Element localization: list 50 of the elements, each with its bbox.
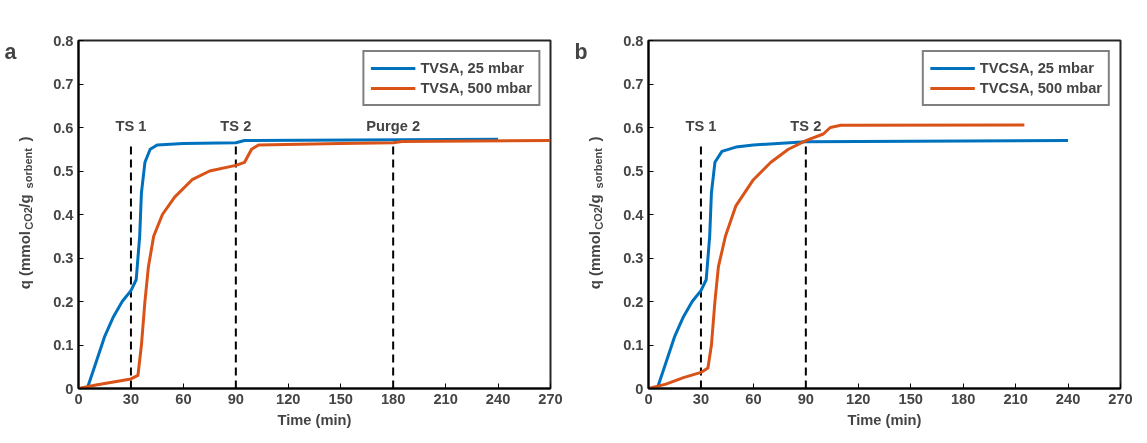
line-series: [648, 123, 1026, 389]
chart-title: a: [4, 40, 17, 65]
x-tick-label: 120: [846, 390, 871, 407]
x-tick-label: 240: [1055, 390, 1081, 407]
y-tick-label: 0.1: [53, 337, 74, 353]
ref-line-label: TS 1: [115, 118, 147, 135]
legend-label: TVSA, 25 mbar: [420, 60, 524, 76]
x-tick-label: 150: [328, 390, 353, 407]
x-tick-label: 270: [538, 390, 563, 407]
x-tick-label: 180: [950, 390, 976, 407]
y-tick-label: 0.6: [53, 119, 74, 136]
y-tick-label: 0.4: [53, 206, 75, 223]
y-axis-title: q (mmolCO2/gsorbent): [586, 136, 605, 290]
x-tick-label: 240: [485, 390, 511, 407]
legend-label: TVSA, 500 mbar: [420, 80, 532, 96]
y-tick-label: 0.2: [623, 293, 644, 310]
x-tick-label: 120: [276, 390, 301, 407]
y-tick-label: 0.4: [623, 206, 645, 223]
x-tick-label: 210: [433, 390, 458, 407]
x-axis-title: Time (min): [277, 411, 352, 428]
ref-line-label: TS 2: [220, 118, 252, 135]
x-axis-title: Time (min): [847, 411, 922, 428]
legend-label: TVCSA, 25 mbar: [979, 60, 1094, 76]
x-tick-label: 60: [745, 390, 762, 407]
x-tick-label: 270: [1108, 390, 1133, 407]
y-tick-label: 0.1: [623, 337, 644, 353]
y-tick-label: 0.7: [53, 76, 74, 92]
x-tick-label: 60: [175, 390, 192, 407]
x-tick-label: 180: [380, 390, 406, 407]
y-tick-label: 0.8: [623, 32, 644, 49]
y-tick-label: 0.6: [623, 119, 644, 136]
x-tick-label: 150: [898, 390, 923, 407]
x-tick-label: 30: [692, 390, 710, 407]
ref-line-label: Purge 2: [366, 118, 421, 135]
y-tick-label: 0.3: [623, 250, 644, 266]
y-tick-label: 0.7: [623, 76, 644, 92]
x-tick-label: 210: [1003, 390, 1028, 407]
y-tick-label: 0.5: [623, 163, 644, 179]
x-tick-label: 90: [797, 390, 814, 407]
y-tick-label: 0.5: [53, 163, 74, 179]
y-tick-label: 0.8: [53, 32, 74, 49]
ref-line-label: TS 2: [790, 118, 822, 135]
y-tick-label: 0.2: [53, 293, 74, 310]
ref-line-label: TS 1: [685, 118, 717, 135]
x-tick-label: 30: [122, 390, 140, 407]
y-axis-title: q (mmolCO2/gsorbent): [16, 136, 35, 290]
legend-label: TVCSA, 500 mbar: [979, 80, 1102, 96]
y-tick-label: 0.3: [53, 250, 74, 266]
x-tick-label: 90: [227, 390, 244, 407]
chart-title: b: [574, 40, 588, 65]
